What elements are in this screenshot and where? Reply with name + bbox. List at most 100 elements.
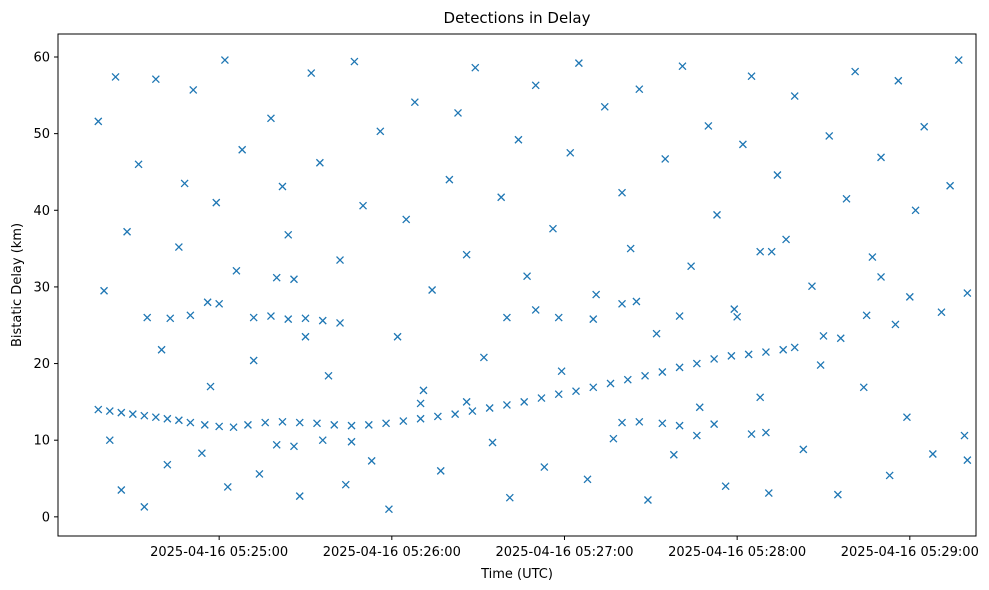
y-tick-label: 20	[33, 357, 50, 372]
data-point	[384, 505, 393, 514]
data-point	[635, 417, 644, 426]
data-point	[692, 431, 701, 440]
data-point	[589, 315, 598, 324]
data-point	[713, 210, 721, 219]
data-point	[220, 56, 229, 65]
data-point	[278, 182, 287, 191]
data-point	[301, 332, 310, 341]
data-point	[284, 315, 293, 324]
data-point	[761, 428, 770, 437]
data-point	[151, 413, 160, 422]
data-point	[232, 266, 241, 275]
data-point	[572, 387, 580, 396]
data-point	[393, 332, 402, 341]
data-point	[307, 69, 316, 78]
data-point	[238, 145, 247, 154]
data-point	[266, 114, 275, 123]
data-point	[497, 193, 506, 202]
data-point	[186, 418, 195, 427]
data-point	[215, 299, 224, 308]
data-point	[833, 490, 842, 499]
data-point	[229, 423, 238, 432]
data-point	[197, 449, 206, 458]
data-point	[295, 492, 304, 501]
data-point	[445, 175, 454, 184]
data-point	[862, 311, 871, 320]
data-point	[658, 368, 667, 376]
data-point	[117, 408, 126, 417]
data-point	[566, 148, 575, 157]
data-point	[249, 313, 258, 322]
data-point	[468, 407, 477, 416]
data-point	[836, 334, 845, 343]
data-point	[583, 475, 592, 484]
data-point	[626, 244, 635, 253]
data-point	[790, 343, 799, 352]
data-point	[868, 253, 877, 261]
data-point	[143, 313, 152, 322]
y-tick-label: 40	[33, 204, 50, 219]
scatter-markers	[94, 56, 972, 514]
data-point	[462, 250, 471, 259]
data-point	[520, 397, 529, 406]
data-point	[675, 312, 684, 320]
data-point	[540, 463, 549, 471]
data-point	[920, 122, 929, 131]
data-point	[295, 418, 304, 427]
data-point	[592, 290, 601, 299]
x-axis-label: Time (UTC)	[480, 567, 553, 582]
data-point	[905, 292, 914, 301]
data-point	[902, 413, 911, 422]
data-point	[661, 154, 670, 163]
data-point	[350, 57, 359, 66]
data-point	[163, 460, 172, 469]
data-point	[284, 230, 293, 239]
data-point	[721, 482, 730, 491]
data-point	[249, 356, 258, 365]
data-point	[272, 440, 281, 449]
data-point	[94, 405, 103, 414]
data-point	[937, 308, 946, 317]
data-point	[212, 198, 221, 207]
data-point	[946, 181, 955, 190]
data-point	[730, 305, 739, 314]
data-point	[963, 456, 972, 465]
data-point	[367, 456, 376, 465]
x-axis: 2025-04-16 05:25:00 2025-04-16 05:26:00 20…	[150, 536, 979, 560]
data-point	[819, 332, 828, 340]
data-point	[382, 419, 391, 428]
data-point	[402, 215, 411, 224]
data-point	[885, 471, 894, 480]
data-point	[710, 420, 719, 429]
data-point	[140, 411, 149, 420]
data-point	[189, 85, 198, 94]
data-point	[200, 420, 209, 429]
data-point	[606, 379, 615, 388]
y-tick-label: 60	[33, 50, 50, 65]
data-point	[537, 394, 546, 403]
data-point	[618, 418, 626, 427]
data-point	[290, 275, 298, 284]
data-point	[313, 419, 321, 428]
data-point	[502, 400, 511, 409]
data-point	[485, 404, 494, 412]
data-point	[336, 256, 344, 265]
data-point	[174, 243, 183, 252]
data-point	[678, 62, 687, 71]
data-point	[315, 158, 324, 167]
data-point	[451, 410, 460, 419]
data-point	[410, 98, 419, 107]
data-point	[954, 56, 963, 65]
data-point	[960, 431, 969, 440]
data-point	[851, 67, 860, 76]
data-point	[505, 493, 514, 502]
data-point	[808, 282, 816, 291]
data-point	[336, 318, 344, 327]
data-point	[278, 417, 287, 426]
data-point	[658, 419, 667, 428]
chart-title: Detections in Delay	[444, 9, 591, 27]
plot-frame	[57, 33, 977, 537]
data-point	[623, 375, 632, 384]
data-point	[799, 445, 808, 454]
data-point	[523, 272, 532, 281]
